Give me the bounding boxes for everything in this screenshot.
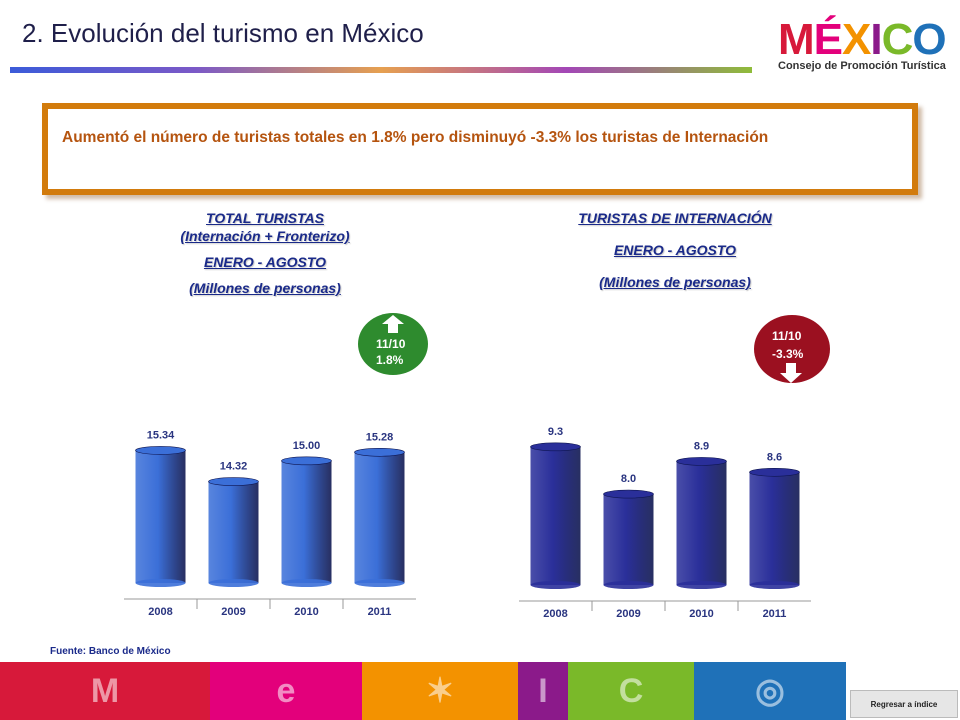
category-label: 2010 — [294, 606, 318, 615]
chart1-title-line: TOTAL TURISTAS — [206, 210, 324, 226]
mexico-c-icon: C — [618, 671, 644, 710]
chart2-title: TURISTAS DE INTERNACIÓN ENERO - AGOSTO (… — [540, 209, 810, 291]
chart2-badge-line: 11/10 — [772, 329, 802, 343]
title-underline — [10, 67, 752, 73]
category-label: 2008 — [543, 608, 567, 620]
logo-letter: I — [870, 15, 882, 64]
category-label: 2011 — [368, 606, 392, 615]
footer-tile: M — [0, 662, 210, 720]
bar-2010 — [676, 457, 727, 589]
mexico-e-icon: e — [276, 671, 296, 710]
mexico-m-icon: M — [90, 671, 120, 710]
arrow-up-icon — [382, 315, 404, 333]
footer-tile: ✶ — [362, 662, 518, 720]
footer-tile: ◎ — [694, 662, 846, 720]
chart2-title-line: TURISTAS DE INTERNACIÓN — [578, 210, 772, 226]
mexico-logo: MÉXICO — [778, 18, 947, 62]
bar-2008 — [135, 446, 186, 587]
logo-letter: M — [778, 15, 815, 64]
chart1-plot: 15.34 2008 14.32 2009 15.00 2010 15.28 2011 — [124, 429, 416, 615]
value-label: 8.6 — [767, 451, 782, 463]
value-label: 14.32 — [220, 461, 248, 473]
chart2-title-line: ENERO - AGOSTO — [613, 242, 737, 258]
bar-2009 — [603, 489, 654, 589]
category-label: 2010 — [689, 608, 713, 620]
category-label: 2011 — [763, 608, 787, 620]
chart2-title-line: (Millones de personas) — [599, 274, 751, 290]
value-label: 15.00 — [293, 440, 321, 452]
chart1-title-line: (Internación + Fronterizo) — [180, 228, 350, 244]
chart2-badge-line: -3.3% — [772, 347, 804, 361]
logo-letter: X — [842, 15, 871, 64]
chart1-title-line: ENERO - AGOSTO — [203, 254, 327, 270]
bar-2011 — [354, 447, 405, 587]
logo-letter: É — [813, 15, 843, 64]
headline-text: Aumentó el número de turistas totales en… — [62, 129, 769, 146]
chart1-badge-line: 1.8% — [376, 353, 404, 367]
value-label: 15.34 — [147, 429, 175, 441]
chart1-title-line: (Millones de personas) — [189, 280, 341, 296]
chart1-change-badge: 11/10 1.8% — [358, 313, 428, 375]
category-label: 2009 — [616, 608, 640, 620]
bar-2011 — [749, 467, 800, 589]
bar-2010 — [281, 456, 332, 587]
chart2-change-badge: 11/10 -3.3% — [754, 315, 830, 383]
headline-box: Aumentó el número de turistas totales en… — [42, 103, 918, 195]
chart1-title: TOTAL TURISTAS (Internación + Fronterizo… — [130, 209, 400, 297]
chart1-badge-line: 11/10 — [376, 337, 406, 351]
source-note: Fuente: Banco de México — [50, 646, 171, 657]
footer-tile: e — [210, 662, 362, 720]
return-to-index-button[interactable]: Regresar a índice — [850, 690, 958, 718]
category-label: 2008 — [148, 606, 172, 615]
logo-letter: C — [881, 15, 914, 64]
value-label: 9.3 — [548, 426, 563, 438]
logo-letter: O — [912, 15, 946, 64]
mexico-o-icon: ◎ — [755, 672, 785, 710]
logo-subtitle: Consejo de Promoción Turística — [778, 60, 946, 72]
page-title: 2. Evolución del turismo en México — [22, 18, 424, 48]
footer-tile: C — [568, 662, 694, 720]
footer-tile: I — [518, 662, 568, 720]
mexico-x-icon: ✶ — [425, 672, 455, 710]
bar-2009 — [208, 477, 259, 587]
bar-2008 — [530, 442, 581, 589]
value-label: 15.28 — [366, 431, 394, 443]
value-label: 8.0 — [621, 473, 636, 485]
arrow-down-icon — [780, 363, 802, 383]
category-label: 2009 — [221, 606, 245, 615]
value-label: 8.9 — [694, 440, 709, 452]
chart2-plot: 9.3 2008 8.0 2009 8.9 2010 8.6 2011 — [519, 426, 811, 620]
mexico-i-icon: I — [538, 671, 548, 710]
